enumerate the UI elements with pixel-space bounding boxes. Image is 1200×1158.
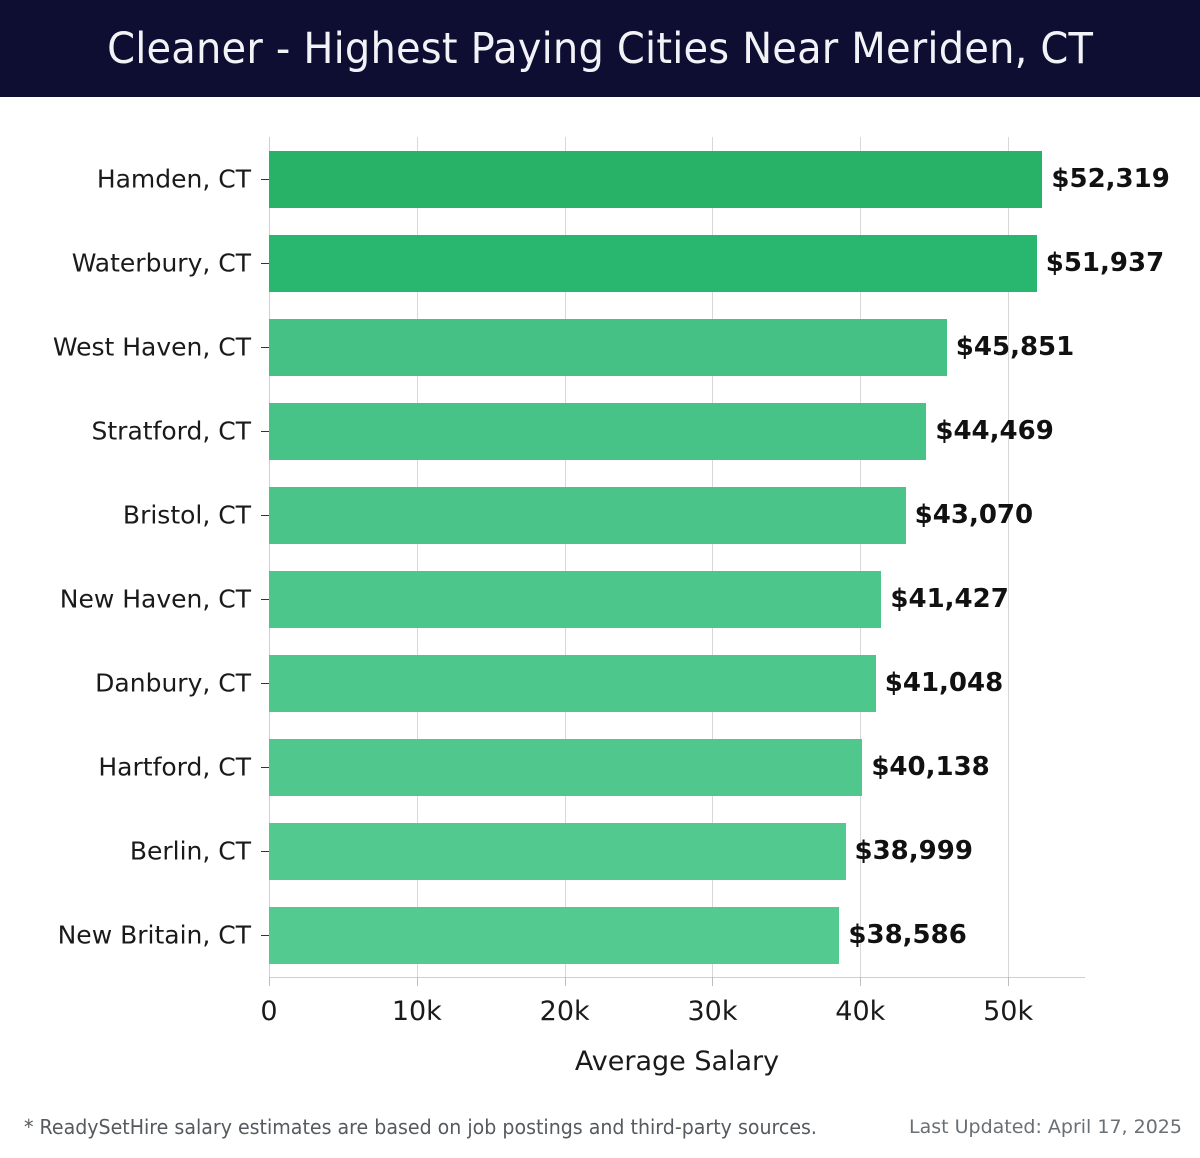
x-tick-label-0: 0 — [260, 996, 278, 1027]
y-tick-mark — [261, 851, 269, 852]
bar-value-label-0: $52,319 — [1051, 164, 1170, 194]
bar-row: $38,586 — [269, 906, 1200, 964]
category-label-2: West Haven, CT — [52, 332, 251, 362]
bar-row: $40,138 — [269, 738, 1200, 796]
bar-row: $41,427 — [269, 570, 1200, 628]
bar-row: $52,319 — [269, 150, 1200, 208]
category-label-6: Danbury, CT — [95, 668, 251, 698]
bar-0[interactable] — [269, 150, 1043, 208]
bar-1[interactable] — [269, 234, 1037, 292]
bar-4[interactable] — [269, 486, 906, 544]
bar-9[interactable] — [269, 906, 840, 964]
x-tick-mark-30k — [712, 977, 714, 986]
y-tick-mark — [261, 179, 269, 180]
x-tick-mark-0 — [269, 977, 270, 986]
gridline-0 — [269, 137, 270, 977]
category-label-1: Waterbury, CT — [71, 248, 251, 278]
bar-value-label-6: $41,048 — [884, 668, 1004, 698]
footer-disclaimer: * ReadySetHire salary estimates are base… — [24, 1115, 817, 1139]
x-axis-title: Average Salary — [574, 1046, 780, 1077]
plot-area — [269, 137, 1085, 977]
x-tick-label-10k: 10k — [391, 996, 442, 1027]
category-label-5: New Haven, CT — [59, 584, 251, 614]
bar-value-label-5: $41,427 — [890, 584, 1009, 614]
bar-3[interactable] — [269, 402, 927, 460]
bar-7[interactable] — [269, 738, 863, 796]
bar-row: $43,070 — [269, 486, 1200, 544]
bar-value-label-8: $38,999 — [854, 836, 973, 866]
x-tick-label-20k: 20k — [539, 996, 590, 1027]
gridline-20k — [564, 137, 566, 977]
category-label-4: Bristol, CT — [122, 500, 251, 530]
y-tick-mark — [261, 683, 269, 684]
bar-value-label-4: $43,070 — [914, 500, 1034, 530]
chart-header: Cleaner - Highest Paying Cities Near Mer… — [0, 0, 1200, 97]
bar-value-label-2: $45,851 — [955, 332, 1075, 362]
bar-5[interactable] — [269, 570, 882, 628]
x-axis-line — [269, 977, 1085, 978]
x-tick-mark-50k — [1008, 977, 1010, 986]
x-tick-mark-20k — [564, 977, 566, 986]
bar-8[interactable] — [269, 822, 846, 880]
y-tick-mark — [261, 431, 269, 432]
gridline-40k — [860, 137, 862, 977]
x-tick-mark-40k — [860, 977, 862, 986]
footer-last-updated: Last Updated: April 17, 2025 — [908, 1116, 1182, 1138]
x-tick-mark-10k — [416, 977, 418, 986]
gridline-30k — [712, 137, 714, 977]
page-title: Cleaner - Highest Paying Cities Near Mer… — [106, 23, 1094, 74]
category-label-9: New Britain, CT — [57, 920, 251, 950]
x-tick-label-50k: 50k — [983, 996, 1034, 1027]
bar-row: $41,048 — [269, 654, 1200, 712]
x-tick-label-30k: 30k — [687, 996, 738, 1027]
bar-value-label-9: $38,586 — [848, 920, 967, 950]
category-label-0: Hamden, CT — [96, 164, 251, 194]
category-label-8: Berlin, CT — [129, 836, 251, 866]
category-label-3: Stratford, CT — [91, 416, 252, 446]
y-tick-mark — [261, 767, 269, 768]
bar-6[interactable] — [269, 654, 876, 712]
category-label-7: Hartford, CT — [98, 752, 251, 782]
gridline-10k — [416, 137, 418, 977]
bar-row: $45,851 — [269, 318, 1200, 376]
bar-value-label-7: $40,138 — [871, 752, 990, 782]
bar-row: $38,999 — [269, 822, 1200, 880]
x-tick-label-40k: 40k — [835, 996, 886, 1027]
gridline-50k — [1008, 137, 1010, 977]
bar-2[interactable] — [269, 318, 947, 376]
y-tick-mark — [261, 263, 269, 264]
bar-row: $44,469 — [269, 402, 1200, 460]
y-tick-mark — [261, 347, 269, 348]
y-tick-mark — [261, 599, 269, 600]
bar-value-label-1: $51,937 — [1045, 248, 1165, 278]
y-tick-mark — [261, 935, 269, 936]
bar-value-label-3: $44,469 — [935, 416, 1054, 446]
bar-row: $51,937 — [269, 234, 1200, 292]
y-tick-mark — [261, 515, 269, 516]
